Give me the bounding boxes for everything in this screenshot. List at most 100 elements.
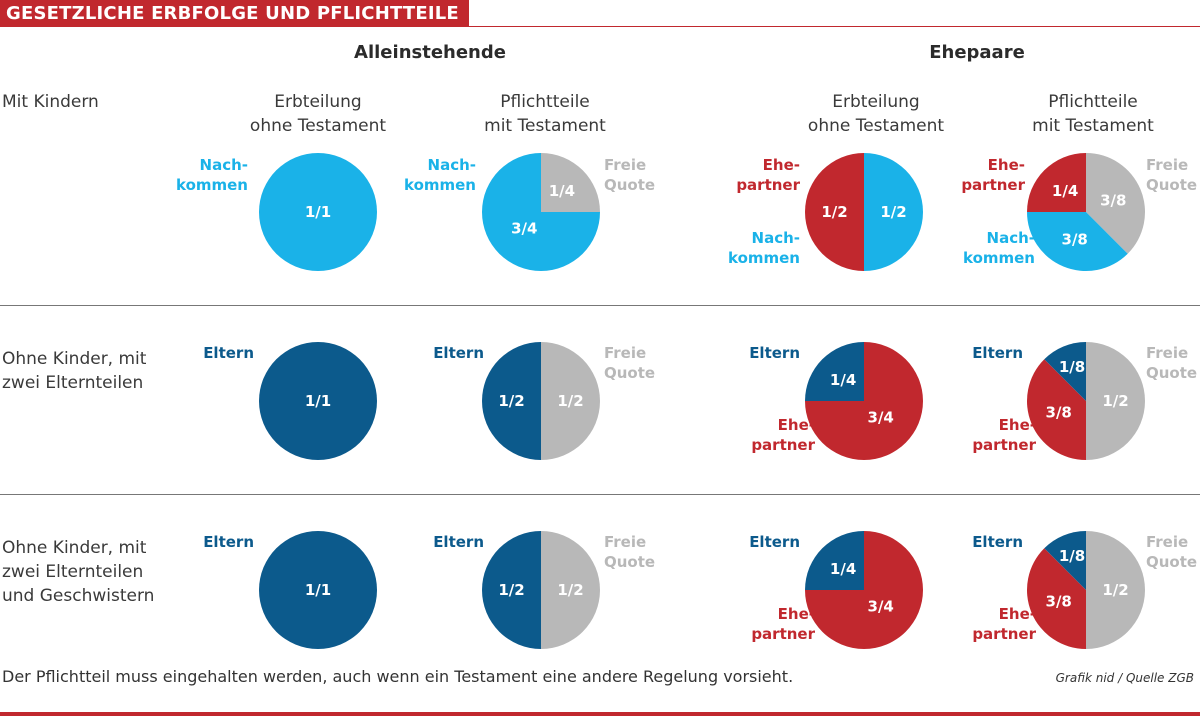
column-header-line: mit Testament — [484, 116, 606, 136]
pie-chart: 1/2 1/2 Freie Quote Eltern — [433, 342, 655, 460]
pie-slice-freie-quote — [541, 342, 600, 460]
slice-value-label: 1/4 — [549, 182, 575, 200]
slice-category-label-nachkommen: Nach-kommen — [728, 229, 800, 267]
slice-category-label-ehepartner: Ehe-partner — [751, 605, 815, 643]
pie-slice-ehepartner — [1026, 548, 1086, 649]
pie-slice-eltern — [259, 342, 377, 460]
slice-value-label: 3/8 — [1100, 192, 1126, 210]
slice-value-label: 3/8 — [1046, 403, 1072, 421]
slice-category-label-ehepartner: Ehe-partner — [751, 416, 815, 454]
slice-value-label: 1/2 — [498, 581, 524, 599]
slice-value-label: 1/8 — [1059, 547, 1085, 565]
slice-value-label: 3/8 — [1046, 592, 1072, 610]
column-header-erbteilung-ehepaare: Erbteilung ohne Testament — [808, 90, 944, 138]
slice-category-label-ehepartner: Ehe-partner — [972, 605, 1036, 643]
column-header-line: mit Testament — [1032, 116, 1154, 136]
slice-value-label: 1/2 — [1102, 581, 1128, 599]
pie-chart: 3/4 1/4 Eltern Ehe-partner — [749, 342, 923, 460]
pie-slice-eltern — [1044, 531, 1086, 590]
pie-chart: 1/2 1/2 Ehe-partner Nach-kommen — [728, 153, 923, 271]
slice-value-label: 1/4 — [1052, 182, 1078, 200]
slice-value-label: 3/8 — [1062, 230, 1088, 248]
bottom-rule — [0, 712, 1200, 716]
pie-slice-freie-quote — [1086, 153, 1146, 254]
slice-value-label: 1/2 — [557, 581, 583, 599]
pie-slice-nachkommen — [259, 153, 377, 271]
row-label-line: Mit Kindern — [2, 92, 99, 112]
slice-value-label: 1/2 — [821, 203, 847, 221]
column-header-line: Erbteilung — [832, 92, 920, 112]
pie-slice-nachkommen — [482, 153, 600, 271]
slice-category-label-ehepartner: Ehe-partner — [736, 156, 800, 194]
group-header-alleinstehende: Alleinstehende — [354, 42, 506, 63]
title-rule — [0, 26, 1200, 27]
pie-slice-freie-quote — [1086, 342, 1145, 460]
pie-chart: 1/2 1/2 Freie Quote Eltern — [433, 531, 655, 649]
row-label-line: zwei Elternteilen — [2, 562, 144, 582]
row-divider — [0, 494, 1200, 495]
slice-value-label: 1/1 — [305, 581, 331, 599]
column-header-erbteilung: Erbteilung ohne Testament — [250, 90, 386, 138]
pie-chart: 3/4 1/4 Eltern Ehe-partner — [749, 531, 923, 649]
slice-category-label-eltern: Eltern — [433, 533, 484, 551]
pie-chart: 1/1 Eltern — [203, 531, 377, 649]
slice-value-label: 1/4 — [830, 560, 856, 578]
pie-chart: 1/2 3/8 1/8 Freie Quote Eltern Ehe-partner — [972, 341, 1197, 460]
slice-category-label-eltern: Eltern — [972, 533, 1023, 551]
pie-slice-nachkommen — [1027, 212, 1128, 272]
slice-category-label-eltern: Eltern — [972, 344, 1023, 362]
pie-slice-ehepartner — [805, 153, 864, 271]
source-credit: Grafik nid / Quelle ZGB — [1055, 671, 1194, 685]
group-header-ehepaare: Ehepaare — [929, 42, 1025, 63]
pie-chart: 1/4 3/4 Freie Quote Nach-kommen — [404, 153, 655, 271]
slice-category-label-freie-quote: Freie Quote — [1146, 344, 1197, 382]
pie-chart: 1/2 3/8 1/8 Freie Quote Eltern Ehe-partner — [972, 531, 1197, 649]
pie-slice-freie-quote — [541, 531, 600, 649]
slice-category-label-freie-quote: Freie Quote — [604, 344, 655, 382]
row-label-line: Ohne Kinder, mit — [2, 538, 147, 558]
pie-slice-nachkommen — [864, 153, 923, 271]
footer-note: Der Pflichtteil muss eingehalten werden,… — [2, 667, 794, 686]
slice-category-label-eltern: Eltern — [203, 344, 254, 362]
pie-slice-freie-quote — [1086, 531, 1145, 649]
row-label-mit-kindern: Mit Kindern — [2, 90, 99, 114]
column-header-line: ohne Testament — [249, 116, 387, 136]
slice-category-label-freie-quote: Freie Quote — [1146, 156, 1197, 194]
chart-title: GESETZLICHE ERBFOLGE UND PFLICHTTEILE — [0, 0, 469, 27]
slice-value-label: 3/4 — [868, 598, 894, 616]
slice-value-label: 3/4 — [511, 220, 537, 238]
slice-category-label-freie-quote: Freie Quote — [604, 156, 655, 194]
pie-slice-freie-quote — [541, 153, 600, 212]
slice-value-label: 1/2 — [557, 392, 583, 410]
slice-category-label-nachkommen: Nach-kommen — [176, 156, 248, 194]
slice-value-label: 1/1 — [305, 392, 331, 410]
pie-chart: 1/1 Eltern — [203, 342, 377, 460]
column-header-line: ohne Testament — [807, 116, 945, 136]
row-label-line: und Geschwistern — [2, 586, 155, 606]
slice-value-label: 1/8 — [1059, 358, 1085, 376]
pie-slice-ehepartner — [1026, 359, 1086, 460]
row-label-line: zwei Elternteilen — [2, 373, 144, 393]
slice-category-label-freie-quote: Freie Quote — [1146, 533, 1197, 571]
slice-value-label: 1/2 — [498, 392, 524, 410]
column-header-pflichtteile-ehepaare: Pflichtteile mit Testament — [1032, 90, 1154, 138]
slice-category-label-eltern: Eltern — [749, 533, 800, 551]
column-header-line: Pflichtteile — [500, 92, 590, 112]
slice-category-label-eltern: Eltern — [433, 344, 484, 362]
column-header-pflichtteile: Pflichtteile mit Testament — [484, 90, 606, 138]
column-header-line: Pflichtteile — [1048, 92, 1138, 112]
slice-category-label-freie-quote: Freie Quote — [604, 533, 655, 571]
row-label-ohne-kinder-geschwister: Ohne Kinder, mit zwei Elternteilen und G… — [2, 536, 154, 608]
pie-slice-eltern — [482, 531, 541, 649]
row-divider — [0, 305, 1200, 306]
pie-chart: 3/8 3/8 1/4 Freie Quote Ehe-partner Nach-komme… — [961, 153, 1197, 272]
pie-slice-eltern — [805, 531, 864, 590]
slice-value-label: 3/4 — [868, 409, 894, 427]
pie-slice-eltern — [259, 531, 377, 649]
pie-slice-eltern — [805, 342, 864, 401]
slice-category-label-eltern: Eltern — [203, 533, 254, 551]
column-header-line: Erbteilung — [274, 92, 362, 112]
pie-slice-eltern — [482, 342, 541, 460]
pie-slice-eltern — [1044, 341, 1086, 401]
